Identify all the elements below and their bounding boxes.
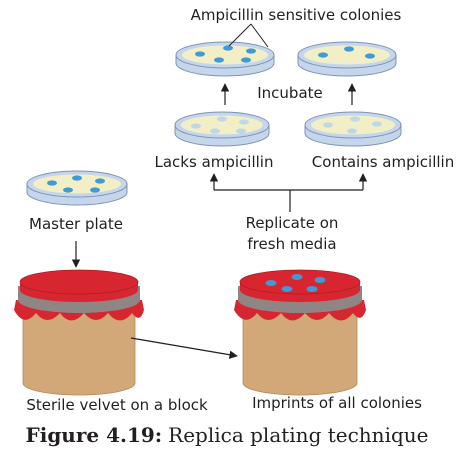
figure-number: Figure 4.19:	[26, 423, 163, 447]
colony	[350, 116, 360, 122]
press-arrow	[130, 337, 238, 359]
colony	[90, 187, 100, 193]
colony	[217, 116, 227, 122]
colony	[372, 121, 382, 127]
pointer-line	[228, 23, 252, 47]
colony-imprint	[291, 274, 303, 280]
colony	[246, 48, 256, 54]
figure-title: Replica plating technique	[168, 423, 428, 447]
petri-dish-lacks-ampicillin	[174, 111, 270, 147]
colony	[318, 52, 328, 58]
colony	[365, 53, 375, 59]
colony	[72, 175, 82, 181]
master-plate	[26, 170, 128, 206]
colony	[47, 180, 57, 186]
colony	[63, 187, 73, 193]
colony-imprint	[265, 280, 277, 286]
contains-ampicillin-label: Contains ampicillin	[312, 153, 454, 171]
velvet-block-right	[234, 269, 366, 396]
imprints-label: Imprints of all colonies	[252, 394, 422, 412]
colony	[347, 128, 357, 134]
colony	[195, 51, 205, 57]
replicate-label-line1: Replicate on	[246, 214, 339, 232]
pointer-line	[250, 23, 269, 48]
colony	[344, 46, 354, 52]
colony	[223, 45, 233, 51]
lacks-ampicillin-label: Lacks ampicillin	[155, 153, 274, 171]
colony	[214, 57, 224, 63]
colony	[236, 128, 246, 134]
colony	[191, 123, 201, 129]
colony-imprint	[306, 286, 318, 292]
sterile-velvet-label: Sterile velvet on a block	[26, 396, 208, 414]
colony-imprint	[314, 277, 326, 283]
colony	[323, 122, 333, 128]
colony	[95, 178, 105, 184]
petri-dish-top-right	[297, 41, 397, 77]
ampicillin-sensitive-label: Ampicillin sensitive colonies	[191, 6, 402, 24]
colony-imprint	[281, 286, 293, 292]
master-plate-label: Master plate	[29, 215, 123, 233]
petri-dish-contains-ampicillin	[304, 111, 402, 147]
incubate-label: Incubate	[257, 84, 323, 102]
petri-dish-top-left	[175, 41, 275, 77]
replicate-label-line2: fresh media	[247, 235, 336, 253]
colony	[210, 128, 220, 134]
replicate-branch-arrows	[209, 173, 368, 212]
colony	[239, 119, 249, 125]
colony	[241, 57, 251, 63]
figure-caption: Figure 4.19: Replica plating technique	[26, 423, 429, 447]
velvet-block-left	[14, 269, 144, 396]
